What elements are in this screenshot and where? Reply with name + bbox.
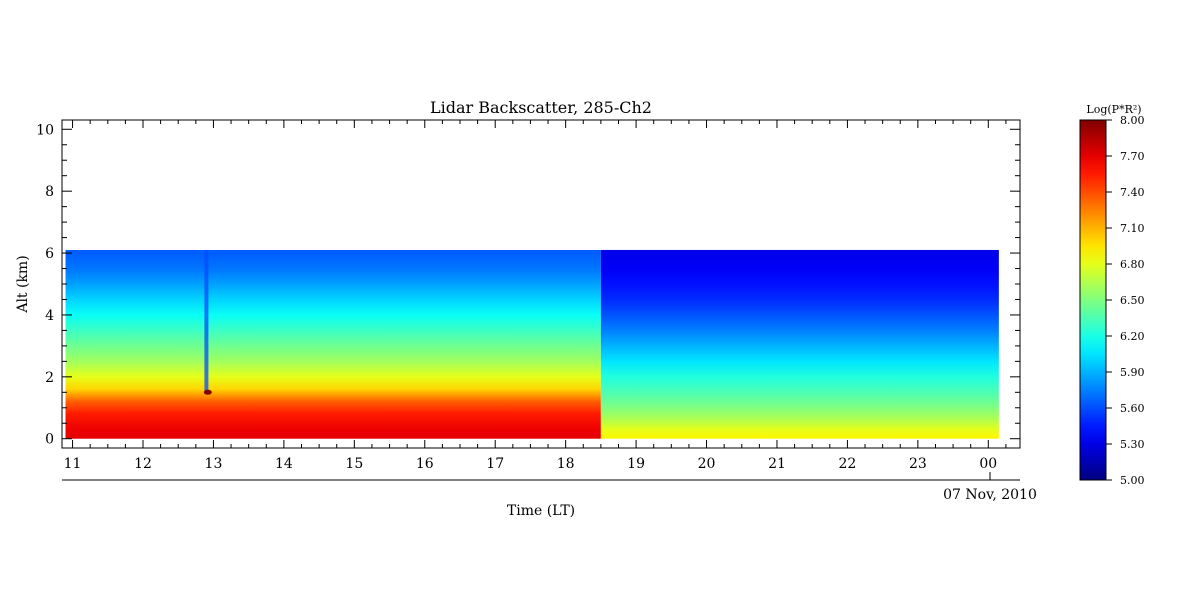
colorbar-tick-label: 8.00 bbox=[1120, 114, 1145, 127]
x-axis-label: Time (LT) bbox=[507, 503, 575, 519]
date-label: 07 Nov, 2010 bbox=[943, 487, 1037, 503]
colorbar-gradient bbox=[1079, 119, 1107, 481]
colorbar-tick-label: 5.90 bbox=[1120, 366, 1145, 379]
x-tick-label: 22 bbox=[839, 456, 857, 472]
colorbar-tick-label: 5.30 bbox=[1120, 438, 1145, 451]
chart-title: Lidar Backscatter, 285-Ch2 bbox=[430, 98, 652, 117]
plot-area bbox=[65, 249, 999, 439]
x-tick-label: 16 bbox=[416, 456, 434, 472]
x-tick-label: 21 bbox=[768, 456, 786, 472]
colorbar-tick-label: 6.20 bbox=[1120, 330, 1145, 343]
colorbar-label: Log(P*R²) bbox=[1086, 103, 1141, 116]
y-tick-label: 4 bbox=[45, 308, 54, 324]
y-tick-label: 0 bbox=[45, 432, 54, 448]
x-tick-label: 23 bbox=[909, 456, 927, 472]
colorbar-tick-label: 6.80 bbox=[1120, 258, 1145, 271]
y-tick-label: 10 bbox=[36, 122, 54, 138]
y-axis-label: Alt (km) bbox=[15, 255, 31, 313]
colorbar-tick-label: 6.50 bbox=[1120, 294, 1145, 307]
x-axis-ticks: 11 12 13 14 15 16 17 18 19 20 21 22 23 00 bbox=[64, 120, 1007, 472]
heatmap-profile bbox=[65, 249, 601, 439]
colorbar-tick-label: 5.60 bbox=[1120, 402, 1145, 415]
y-tick-label: 6 bbox=[45, 246, 54, 262]
x-tick-label: 20 bbox=[698, 456, 716, 472]
x-tick-label: 14 bbox=[275, 456, 293, 472]
y-tick-label: 8 bbox=[45, 184, 54, 200]
cloud-streak bbox=[204, 249, 209, 393]
colorbar-tick-label: 7.40 bbox=[1120, 186, 1145, 199]
x-tick-label: 17 bbox=[486, 456, 504, 472]
colorbar-tick-label: 7.10 bbox=[1120, 222, 1145, 235]
x-tick-label: 13 bbox=[205, 456, 223, 472]
x-tick-label: 18 bbox=[557, 456, 575, 472]
x-tick-label: 11 bbox=[64, 456, 82, 472]
y-axis-ticks: 0 2 4 6 8 10 bbox=[36, 122, 1020, 448]
colorbar: Log(P*R²) 8.00 7.70 7.40 7.10 6.80 6.50 6.20 5.… bbox=[1079, 103, 1145, 487]
colorbar-tick-label: 7.70 bbox=[1120, 150, 1145, 163]
heatmap-profile bbox=[600, 249, 999, 439]
cloud-hotspot bbox=[203, 389, 212, 395]
colorbar-ticks: 8.00 7.70 7.40 7.10 6.80 6.50 6.20 5.90 5.60 5.30… bbox=[1106, 114, 1145, 487]
x-tick-label: 00 bbox=[979, 456, 997, 472]
x-tick-label: 15 bbox=[345, 456, 363, 472]
x-tick-label: 19 bbox=[627, 456, 645, 472]
colorbar-tick-label: 5.00 bbox=[1120, 474, 1145, 487]
x-tick-label: 12 bbox=[134, 456, 152, 472]
y-tick-label: 2 bbox=[45, 370, 54, 386]
